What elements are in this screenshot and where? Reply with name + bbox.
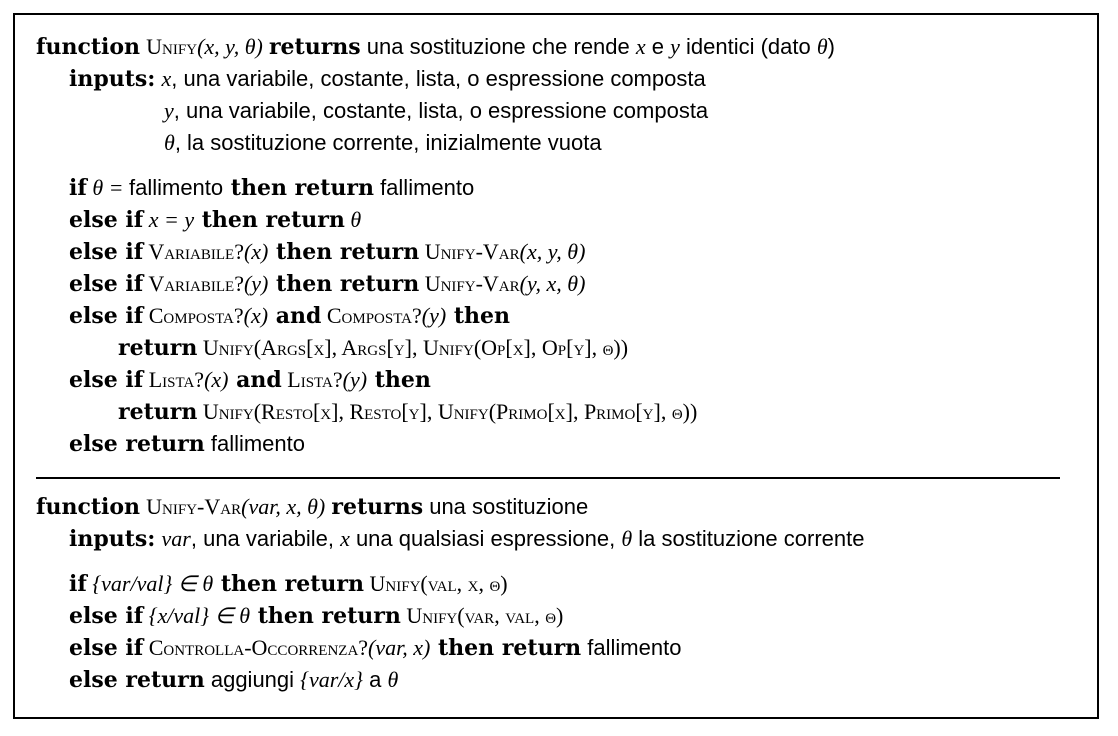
unify-var-inputs: inputs: var, una variabile, x una qualsi… [69,526,865,552]
unify-var-line-1: if {var/val} ∈ θ then return Unify(val, … [69,571,508,597]
unify-line-1: if θ = fallimento then return fallimento [69,175,475,201]
section-divider [36,477,1060,479]
unify-input-y: y, una variabile, costante, lista, o esp… [164,98,709,123]
unify-line-3: else if Variabile?(x) then return Unify-… [69,239,586,265]
unify-var-line-2: else if {x/val} ∈ θ then return Unify(va… [69,603,564,629]
unify-line-2: else if x = y then return θ [69,207,362,233]
unify-line-6: return Unify(Args[x], Args[y], Unify(Op[… [118,335,629,361]
unify-line-9: else return fallimento [69,431,306,457]
unify-line-4: else if Variabile?(y) then return Unify-… [69,271,586,297]
unify-line-8: return Unify(Resto[x], Resto[y], Unify(P… [118,399,698,425]
unify-input-theta: θ, la sostituzione corrente, inizialment… [164,130,602,155]
unify-line-7: else if Lista?(x) and Lista?(y) then [69,367,431,393]
unify-var-header: function Unify-Var(var, x, θ) returns un… [36,494,589,520]
unify-var-line-4: else return aggiungi {var/x} a θ [69,667,399,693]
algorithm-frame [13,13,1099,719]
unify-header: function Unify(x, y, θ) returns una sost… [36,34,835,60]
unify-var-line-3: else if Controlla-Occorrenza?(var, x) th… [69,635,682,661]
unify-input-x: inputs: x, una variabile, costante, list… [69,66,706,92]
unify-line-5: else if Composta?(x) and Composta?(y) th… [69,303,511,329]
